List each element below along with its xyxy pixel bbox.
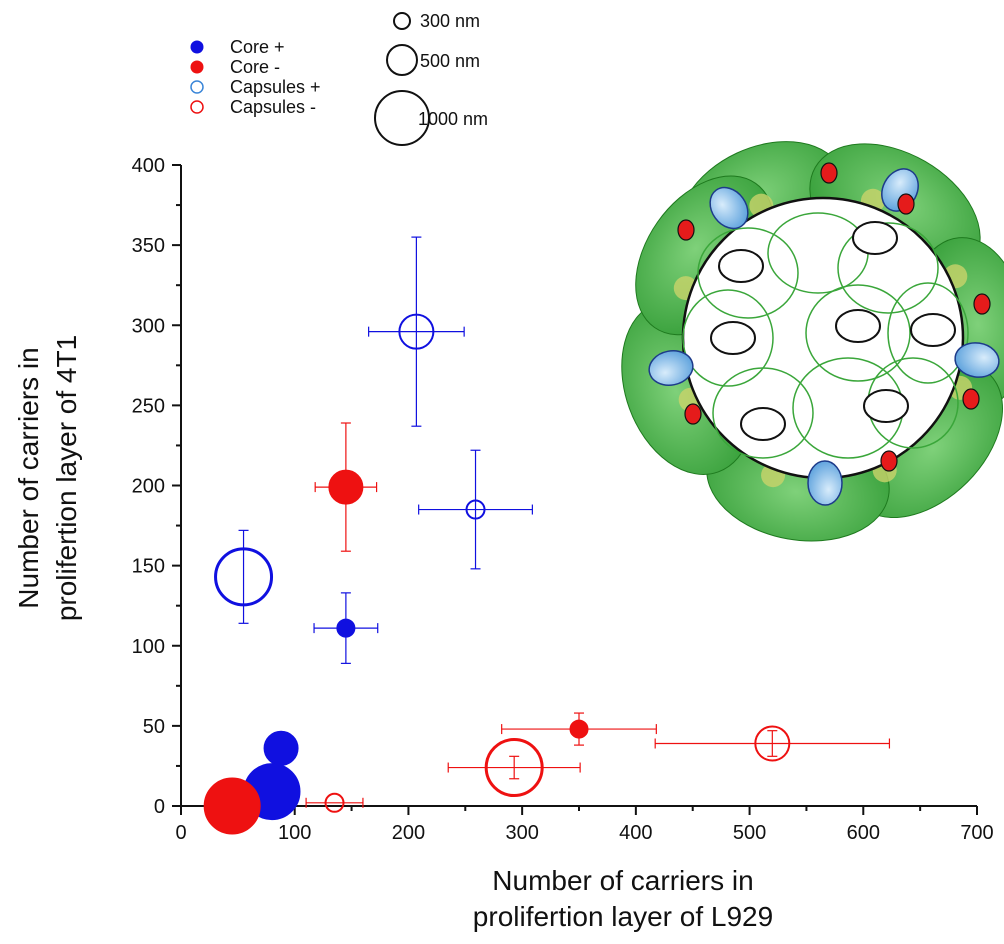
y-tick-label: 50	[143, 716, 165, 738]
legend-label: Capsules +	[230, 77, 321, 97]
size-legend-marker	[386, 44, 418, 76]
capsule-carrier	[807, 460, 843, 506]
cell-nucleus	[740, 407, 786, 441]
legend-marker	[190, 100, 204, 114]
x-tick-label: 100	[278, 822, 311, 844]
marker-open	[398, 313, 435, 350]
capsule-carrier	[954, 342, 1000, 378]
legend-label: Core -	[230, 57, 280, 77]
axis-titles: Number of carriers in prolifertion layer…	[13, 335, 773, 932]
size-legend-entry: 1000 nm	[374, 90, 488, 146]
legend-label: Capsules -	[230, 97, 316, 117]
core-carrier	[973, 293, 991, 315]
y-axis-title-line-1: Number of carriers in	[13, 347, 44, 608]
marker-open	[484, 738, 544, 798]
legend-entry: Capsules -	[190, 97, 316, 117]
x-tick-label: 400	[619, 822, 652, 844]
marker-open	[465, 499, 486, 520]
y-axis-title-line-2: prolifertion layer of 4T1	[51, 335, 82, 621]
data-point	[314, 422, 378, 552]
x-axis-title-line-1: Number of carriers in	[492, 865, 753, 896]
marker-filled	[203, 777, 261, 835]
size-legend-marker	[374, 90, 430, 146]
core-carrier	[677, 219, 695, 241]
core-carrier	[820, 162, 838, 184]
x-tick-label: 300	[505, 822, 538, 844]
marker-open	[754, 725, 791, 762]
cell-nucleus	[910, 313, 956, 347]
data-point	[654, 725, 891, 762]
x-tick-label: 700	[960, 822, 993, 844]
x-tick-label: 200	[392, 822, 425, 844]
legend-entry: Capsules +	[190, 77, 321, 97]
core-carrier	[897, 193, 915, 215]
data-point	[263, 730, 299, 766]
capsule-carrier	[709, 186, 749, 230]
legend-marker	[190, 40, 204, 54]
inner-cell-outline	[805, 284, 911, 382]
y-tick-label: 300	[132, 315, 165, 337]
x-tick-label: 600	[847, 822, 880, 844]
size-legend-label: 500 nm	[420, 51, 480, 71]
y-tick-label: 400	[132, 155, 165, 177]
x-axis-title-line-2: prolifertion layer of L929	[473, 901, 773, 932]
data-point	[305, 792, 364, 813]
x-tick-label: 500	[733, 822, 766, 844]
data-points	[203, 236, 891, 835]
legend-label: Core +	[230, 37, 285, 57]
marker-open	[324, 792, 345, 813]
size-legend: 300 nm 500 nm 1000 nm	[374, 11, 488, 146]
size-legend-entry: 500 nm	[386, 44, 480, 76]
cell-nucleus	[852, 221, 898, 255]
marker-open	[214, 547, 274, 607]
y-tick-label: 250	[132, 395, 165, 417]
axes: 0 100 200 300 400 500 600 700 0 50 100 150 200 250 300…	[132, 155, 994, 844]
legend-entry: Core +	[190, 37, 285, 57]
legend-entry: Core -	[190, 57, 280, 77]
legend-marker	[190, 60, 204, 74]
y-tick-label: 350	[132, 235, 165, 257]
marker-filled	[328, 469, 364, 505]
y-tick-label: 200	[132, 476, 165, 498]
legend: Core +Core -Capsules +Capsules -	[190, 37, 321, 117]
data-point	[501, 712, 657, 746]
inner-cell-outline	[887, 282, 969, 384]
data-point	[368, 236, 465, 427]
data-point	[313, 592, 379, 664]
x-tick-label: 0	[175, 822, 186, 844]
inner-cell-outline	[837, 222, 939, 314]
data-point	[203, 777, 261, 835]
y-tick-label: 100	[132, 636, 165, 658]
y-tick-label: 150	[132, 556, 165, 578]
data-point	[418, 449, 533, 570]
cell-nucleus	[863, 389, 909, 423]
core-carrier	[880, 450, 898, 472]
cell-nucleus	[835, 309, 881, 343]
inner-cell-outline	[712, 367, 814, 459]
capsule-carrier	[648, 350, 694, 386]
core-carrier	[684, 403, 702, 425]
size-legend-label: 1000 nm	[418, 109, 488, 129]
y-tick-label: 0	[154, 796, 165, 818]
inner-cell-outline	[697, 227, 799, 319]
marker-filled	[263, 730, 299, 766]
core-carrier	[962, 388, 980, 410]
data-point	[447, 738, 581, 798]
size-legend-label: 300 nm	[420, 11, 480, 31]
size-legend-entry: 300 nm	[393, 11, 480, 31]
marker-filled	[336, 618, 356, 638]
data-point	[214, 529, 274, 624]
inner-cell-outline	[682, 289, 774, 387]
tumor-spheroid-diagram	[621, 141, 1004, 542]
marker-filled	[569, 719, 589, 739]
cell-nucleus	[710, 321, 756, 355]
cell-nucleus	[718, 249, 764, 283]
size-legend-marker	[393, 12, 411, 30]
legend-marker	[190, 80, 204, 94]
